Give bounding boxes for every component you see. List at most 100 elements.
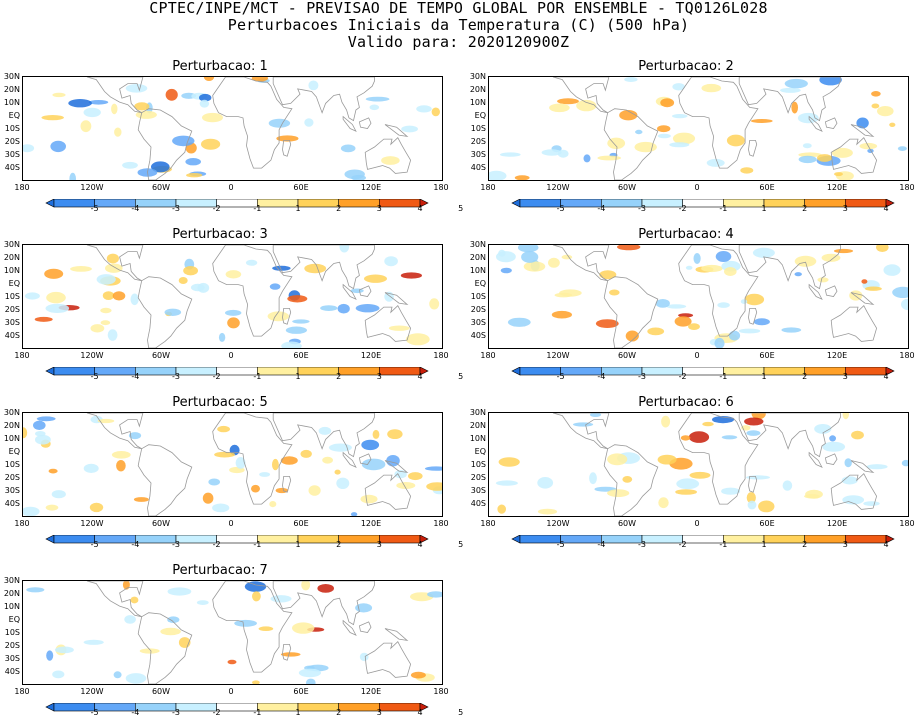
perturbation-contour <box>199 93 212 102</box>
perturbation-contour <box>842 495 865 505</box>
lat-tick-label: 10S <box>4 628 20 637</box>
perturbation-contour <box>744 417 764 426</box>
perturbation-contour <box>344 169 365 180</box>
colorbar-label: -2 <box>212 372 221 381</box>
perturbation-contour <box>369 104 380 111</box>
map-panel-1: Perturbacao: 1 30N 20N 10N EQ 10S 20S 30S 40S 180… <box>0 59 463 213</box>
perturbation-contour <box>740 167 754 174</box>
perturbation-contour <box>523 261 546 272</box>
perturbation-contour <box>317 584 335 593</box>
perturbation-contour <box>304 118 314 127</box>
perturbation-contour <box>328 443 352 452</box>
lon-tick-label: 180 <box>433 687 449 696</box>
lat-tick-label: 40S <box>4 331 20 340</box>
map-panel-7: Perturbacao: 7 30N 20N 10N EQ 10S 20S 30S 40S 180… <box>0 563 463 717</box>
map-area <box>488 76 909 181</box>
colorbar-label: 2 <box>802 540 808 549</box>
colorbar-label: -5 <box>556 540 565 549</box>
coastline <box>830 473 878 510</box>
lon-tick-label: 60E <box>759 183 775 192</box>
perturbation-contour <box>51 490 66 499</box>
colorbar-strip <box>45 534 429 544</box>
perturbation-contour <box>133 497 149 502</box>
perturbation-contour <box>822 441 846 452</box>
perturbation-contour <box>753 318 770 326</box>
coastline <box>830 137 878 174</box>
map-area <box>22 412 443 517</box>
colorbar-segment <box>94 702 136 712</box>
colorbar-segment <box>94 198 136 208</box>
perturbation-contour <box>112 291 126 301</box>
temperature-perturbation-map <box>26 581 442 684</box>
lat-tick-label: EQ <box>8 447 20 456</box>
lat-tick-label: 10N <box>469 266 486 275</box>
perturbation-contour <box>498 457 520 467</box>
colorbar-segment <box>175 702 218 712</box>
colorbar-label: 2 <box>336 540 342 549</box>
perturbation-contour <box>701 264 723 273</box>
panel-title: Perturbacao: 2 <box>638 59 734 74</box>
colorbar-segment <box>297 702 340 712</box>
perturbation-contour <box>688 323 700 330</box>
colorbar-segment <box>53 366 96 376</box>
colorbar-strip <box>511 198 895 208</box>
perturbation-contour <box>361 458 386 471</box>
colorbar-segment <box>257 534 299 544</box>
perturbation-contour <box>90 324 105 333</box>
lat-tick-label: 40S <box>4 667 20 676</box>
perturbation-contour <box>814 424 832 434</box>
colorbar-label: -5 <box>90 204 99 213</box>
perturbation-contour <box>26 587 45 593</box>
coastline <box>272 77 375 122</box>
lat-tick-label: 20N <box>3 421 20 430</box>
lon-tick-label: 180 <box>899 183 915 192</box>
perturbation-contour <box>798 155 817 164</box>
perturbation-contour <box>41 115 64 121</box>
colorbar-arrow-right <box>419 702 429 712</box>
perturbation-contour <box>426 482 442 491</box>
colorbar-arrow-right <box>885 366 895 376</box>
colorbar-label: -4 <box>131 204 140 213</box>
perturbation-contour <box>320 305 338 311</box>
colorbar-segment <box>53 702 96 712</box>
coastline <box>137 276 193 348</box>
perturbation-contour <box>721 435 738 440</box>
colorbar-segment <box>804 198 846 208</box>
perturbation-contour <box>292 622 315 634</box>
perturbation-contour <box>68 99 92 108</box>
perturbation-contour <box>688 431 710 443</box>
coastline <box>86 581 144 618</box>
perturbation-contour <box>244 581 267 592</box>
perturbation-contour <box>405 333 430 346</box>
colorbar-segment <box>297 534 340 544</box>
coastline <box>850 460 875 474</box>
perturbation-contour <box>97 418 115 424</box>
perturbation-contour <box>676 478 700 490</box>
perturbation-contour <box>139 648 160 654</box>
lon-tick-label: 60E <box>293 183 309 192</box>
map-area <box>488 244 909 349</box>
perturbation-contour <box>298 668 321 678</box>
colorbar-strip <box>511 366 895 376</box>
perturbation-contour <box>784 78 808 89</box>
colorbar-label: 2 <box>802 204 808 213</box>
colorbar-strip <box>511 534 895 544</box>
perturbation-contour <box>208 478 220 486</box>
perturbation-contour <box>877 106 894 117</box>
perturbation-contour <box>624 77 638 82</box>
perturbation-contour <box>595 319 619 328</box>
colorbar-segment <box>338 366 380 376</box>
perturbation-contour <box>276 135 299 142</box>
coastline <box>282 644 292 661</box>
colorbar-label: 4 <box>417 708 423 717</box>
colorbar-label: -3 <box>172 540 180 549</box>
lat-tick-label: 40S <box>4 499 20 508</box>
colorbar-segment <box>682 534 724 544</box>
colorbar-segment <box>804 366 846 376</box>
coastline <box>364 641 412 678</box>
perturbation-contour <box>780 87 801 93</box>
colorbar-arrow-right <box>419 198 429 208</box>
colorbar-label: -4 <box>597 540 606 549</box>
